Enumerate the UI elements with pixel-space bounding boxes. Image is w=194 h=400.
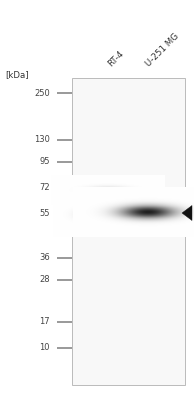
Text: 130: 130 [34, 136, 50, 144]
Polygon shape [182, 206, 192, 220]
Text: 36: 36 [39, 254, 50, 262]
Text: 72: 72 [39, 184, 50, 192]
Text: U-251 MG: U-251 MG [144, 31, 180, 68]
Text: 95: 95 [40, 158, 50, 166]
Text: RT-4: RT-4 [107, 48, 126, 68]
Text: [kDa]: [kDa] [5, 70, 29, 80]
Text: 55: 55 [40, 210, 50, 218]
Text: 10: 10 [40, 344, 50, 352]
Text: 28: 28 [39, 276, 50, 284]
Text: 17: 17 [39, 318, 50, 326]
Bar [72, 78, 185, 385]
Text: 250: 250 [34, 88, 50, 98]
